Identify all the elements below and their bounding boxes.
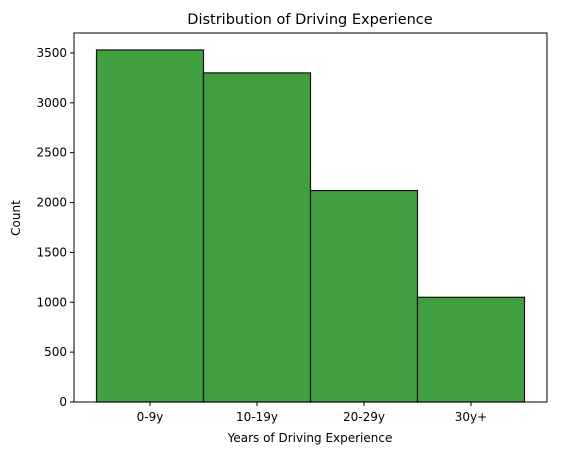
y-tick-label: 2500: [36, 146, 67, 160]
y-tick-label: 500: [44, 345, 67, 359]
y-tick-label: 2000: [36, 196, 67, 210]
x-axis-label: Years of Driving Experience: [227, 431, 393, 445]
bars: [95, 49, 526, 403]
y-tick-label: 3500: [36, 46, 67, 60]
bar-20-29y: [309, 189, 419, 403]
y-tick-label: 1500: [36, 245, 67, 259]
x-tick-label: 0-9y: [137, 410, 164, 424]
x-tick-label: 30y+: [455, 410, 487, 424]
y-tick-label: 1000: [36, 295, 67, 309]
bar-30y+: [416, 296, 526, 403]
x-tick-label: 20-29y: [343, 410, 385, 424]
chart-title: Distribution of Driving Experience: [187, 12, 432, 28]
y-axis-label: Count: [9, 200, 23, 236]
x-tick-label: 10-19y: [236, 410, 278, 424]
bar-0-9y: [95, 49, 205, 403]
y-tick-label: 0: [59, 395, 67, 409]
y-tick-label: 3000: [36, 96, 67, 110]
y-axis-ticks: 0 500 1000 1500 2000 2500 3000 3500: [36, 46, 74, 409]
plot-frame: [73, 32, 548, 403]
bar-10-19y: [202, 72, 312, 403]
x-axis-ticks: 0-9y 10-19y 20-29y 30y+: [137, 402, 487, 424]
